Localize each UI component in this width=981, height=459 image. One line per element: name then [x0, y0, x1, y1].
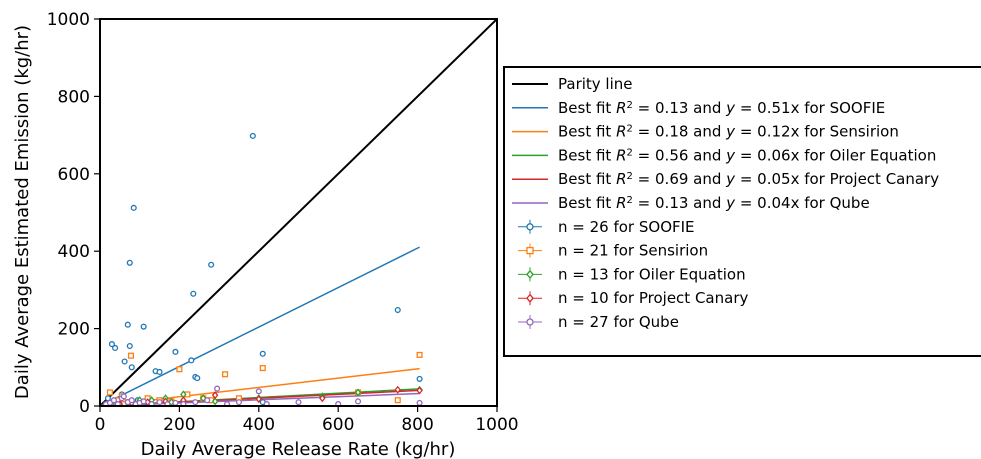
- legend-marker: [526, 223, 534, 231]
- data-point: [259, 350, 266, 357]
- data-point: [108, 341, 115, 348]
- data-point: [208, 261, 215, 268]
- data-point: [128, 397, 135, 404]
- data-point: [354, 398, 362, 405]
- data-point: [295, 399, 302, 406]
- y-tick-label: 1000: [47, 10, 90, 30]
- legend-entry-series: n = 21 for Sensirion: [558, 242, 708, 260]
- legend-entry-fit-canary: Best fit R2 = 0.69 and y = 0.05x for Pro…: [558, 170, 939, 188]
- data-point: [223, 401, 231, 406]
- data-point: [354, 388, 362, 397]
- y-tick-label: 800: [58, 87, 90, 107]
- data-point: [263, 401, 270, 406]
- legend-marker: [526, 293, 534, 303]
- y-tick-label: 200: [58, 320, 90, 340]
- x-tick-label: 200: [163, 415, 195, 435]
- data-point: [164, 401, 171, 406]
- data-point: [120, 393, 127, 400]
- legend-entry-fit-soofie: Best fit R2 = 0.13 and y = 0.51x for SOO…: [558, 99, 885, 117]
- legend-marker: [526, 246, 534, 255]
- data-point: [106, 389, 113, 396]
- legend-entry-series: n = 13 for Oiler Equation: [558, 265, 746, 283]
- legend-entry-series: n = 27 for Qube: [558, 313, 679, 331]
- data-point: [255, 388, 262, 395]
- data-point: [211, 391, 219, 400]
- parity-line: [100, 19, 497, 406]
- x-tick-label: 1000: [475, 415, 518, 435]
- x-tick-label: 800: [401, 415, 433, 435]
- data-point: [156, 368, 163, 375]
- data-point: [148, 401, 155, 406]
- x-tick-label: 400: [243, 415, 275, 435]
- data-point: [416, 386, 423, 395]
- y-tick-label: 400: [58, 242, 90, 262]
- data-point: [211, 397, 219, 406]
- legend-entry-series: n = 26 for SOOFIE: [558, 218, 695, 236]
- data-point: [176, 366, 183, 373]
- data-point: [172, 399, 179, 406]
- data-point: [128, 364, 135, 371]
- x-axis-label: Daily Average Release Rate (kg/hr): [141, 439, 456, 459]
- data-point: [127, 352, 135, 359]
- data-point: [319, 394, 326, 403]
- data-point: [126, 259, 133, 266]
- y-tick-label: 600: [58, 165, 90, 185]
- data-point: [394, 385, 401, 394]
- data-point: [180, 401, 187, 406]
- data-point: [124, 321, 131, 328]
- data-point: [222, 371, 229, 378]
- legend-marker: [526, 318, 534, 326]
- data-point: [114, 401, 121, 406]
- data-point: [259, 365, 266, 372]
- legend-entry-fit-oiler: Best fit R2 = 0.56 and y = 0.06x for Oil…: [558, 146, 936, 164]
- data-point: [188, 357, 195, 364]
- data-point: [194, 375, 201, 382]
- legend-entry-parity: Parity line: [558, 75, 633, 93]
- data-point: [121, 358, 128, 365]
- data-point: [416, 375, 423, 382]
- x-tick-label: 0: [95, 415, 106, 435]
- data-point: [156, 399, 163, 406]
- data-point: [394, 397, 401, 404]
- legend-entry-fit-sensirion: Best fit R2 = 0.18 and y = 0.12x for Sen…: [558, 123, 899, 141]
- data-point: [140, 323, 147, 330]
- legend: Parity line Best fit R2 = 0.13 and y = 0.…: [503, 66, 981, 357]
- legend-marker: [526, 269, 534, 280]
- data-point: [249, 132, 256, 139]
- data-point: [394, 306, 401, 314]
- data-point: [335, 401, 342, 406]
- legend-entry-fit-qube: Best fit R2 = 0.13 and y = 0.04x for Qub…: [558, 194, 870, 212]
- data-point: [172, 348, 179, 355]
- data-point: [416, 351, 423, 358]
- data-point: [235, 399, 243, 406]
- data-point: [126, 342, 133, 350]
- data-point: [110, 397, 117, 404]
- legend-box: [503, 66, 981, 357]
- y-tick-label: 0: [79, 397, 90, 417]
- fit-soofie-line: [100, 246, 420, 406]
- data-point: [130, 204, 137, 211]
- data-point: [192, 399, 199, 406]
- data-point: [416, 399, 423, 406]
- data-point: [214, 385, 221, 392]
- data-point: [255, 394, 263, 404]
- data-point: [190, 290, 197, 297]
- y-axis-label: Daily Average Estimated Emission (kg/hr): [12, 25, 33, 399]
- legend-entry-series: n = 10 for Project Canary: [558, 289, 748, 307]
- data-point: [140, 398, 147, 405]
- data-point: [204, 397, 211, 404]
- data-point: [112, 344, 119, 352]
- plot-frame: [99, 18, 498, 407]
- x-tick-label: 600: [322, 415, 354, 435]
